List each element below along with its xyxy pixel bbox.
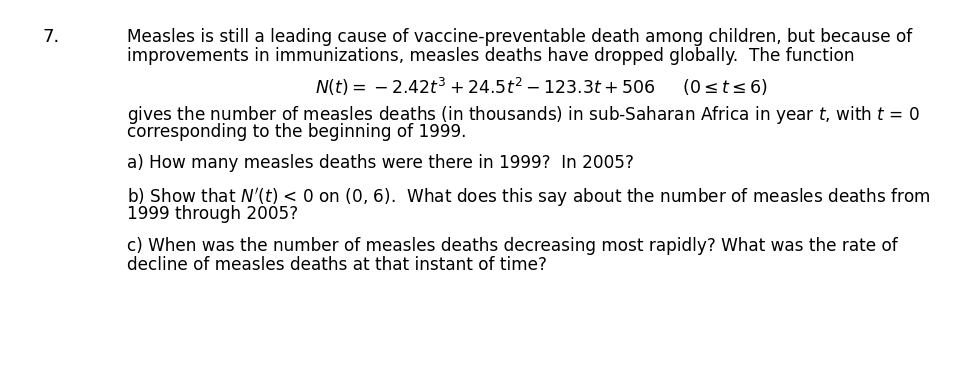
- Text: $N(t) = -2.42t^3 + 24.5t^2 - 123.3t + 506$     $(0 \leq t \leq 6)$: $N(t) = -2.42t^3 + 24.5t^2 - 123.3t + 50…: [315, 76, 768, 98]
- Text: decline of measles deaths at that instant of time?: decline of measles deaths at that instan…: [127, 257, 547, 275]
- Text: corresponding to the beginning of 1999.: corresponding to the beginning of 1999.: [127, 123, 467, 141]
- Text: Measles is still a leading cause of vaccine-preventable death among children, bu: Measles is still a leading cause of vacc…: [127, 28, 913, 46]
- Text: improvements in immunizations, measles deaths have dropped globally.  The functi: improvements in immunizations, measles d…: [127, 47, 855, 65]
- Text: 1999 through 2005?: 1999 through 2005?: [127, 206, 298, 224]
- Text: a) How many measles deaths were there in 1999?  In 2005?: a) How many measles deaths were there in…: [127, 155, 633, 172]
- Text: b) Show that $N'(t)$ < 0 on (0, 6).  What does this say about the number of meas: b) Show that $N'(t)$ < 0 on (0, 6). What…: [127, 186, 930, 209]
- Text: 7.: 7.: [42, 28, 60, 46]
- Text: c) When was the number of measles deaths decreasing most rapidly? What was the r: c) When was the number of measles deaths…: [127, 237, 898, 255]
- Text: gives the number of measles deaths (in thousands) in sub-Saharan Africa in year : gives the number of measles deaths (in t…: [127, 103, 919, 126]
